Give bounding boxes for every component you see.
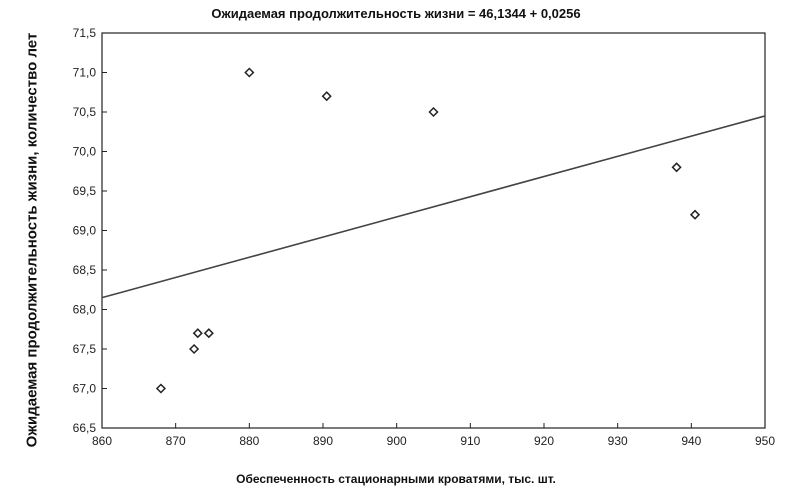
x-axis-label: Обеспеченность стационарными кроватями, … bbox=[236, 472, 556, 486]
y-tick-label: 68,5 bbox=[73, 263, 97, 277]
y-tick-label: 67,0 bbox=[73, 382, 97, 396]
y-tick-label: 67,5 bbox=[73, 342, 97, 356]
y-tick-label: 69,0 bbox=[73, 224, 97, 238]
x-tick-label: 870 bbox=[166, 434, 186, 448]
plot-area-frame bbox=[101, 32, 766, 429]
data-point bbox=[244, 67, 255, 78]
data-point bbox=[192, 328, 203, 339]
x-tick-label: 930 bbox=[608, 434, 628, 448]
data-point bbox=[428, 106, 439, 118]
data-point bbox=[671, 162, 682, 173]
y-tick-label: 70,0 bbox=[73, 145, 97, 159]
data-point bbox=[155, 383, 166, 394]
data-point bbox=[203, 328, 214, 339]
x-tick-label: 880 bbox=[239, 434, 259, 448]
y-tick-label: 71,0 bbox=[73, 66, 97, 80]
x-tick-label: 920 bbox=[534, 434, 554, 448]
data-point bbox=[689, 209, 701, 220]
data-points bbox=[155, 67, 701, 394]
y-tick-label: 66,5 bbox=[73, 421, 97, 435]
data-point bbox=[321, 91, 332, 102]
x-tick-label: 910 bbox=[460, 434, 480, 448]
y-tick-label: 71,5 bbox=[73, 26, 97, 40]
y-tick-label: 70,5 bbox=[73, 105, 97, 119]
x-tick-label: 890 bbox=[313, 434, 333, 448]
chart-title: Ожидаемая продолжительность жизни = 46,1… bbox=[211, 6, 581, 21]
data-point bbox=[189, 343, 200, 355]
y-tick-label: 68,0 bbox=[73, 303, 97, 317]
x-tick-label: 860 bbox=[92, 434, 112, 448]
x-tick-label: 900 bbox=[387, 434, 407, 448]
y-tick-label: 69,5 bbox=[73, 184, 97, 198]
regression-line bbox=[101, 115, 766, 299]
x-tick-label: 950 bbox=[755, 434, 775, 448]
x-tick-label: 940 bbox=[681, 434, 701, 448]
regression-line-group bbox=[101, 115, 766, 299]
axis-ticks: 860 870 880 890 900 910 920 930 940 950 66,5 67,0 67… bbox=[73, 26, 776, 448]
